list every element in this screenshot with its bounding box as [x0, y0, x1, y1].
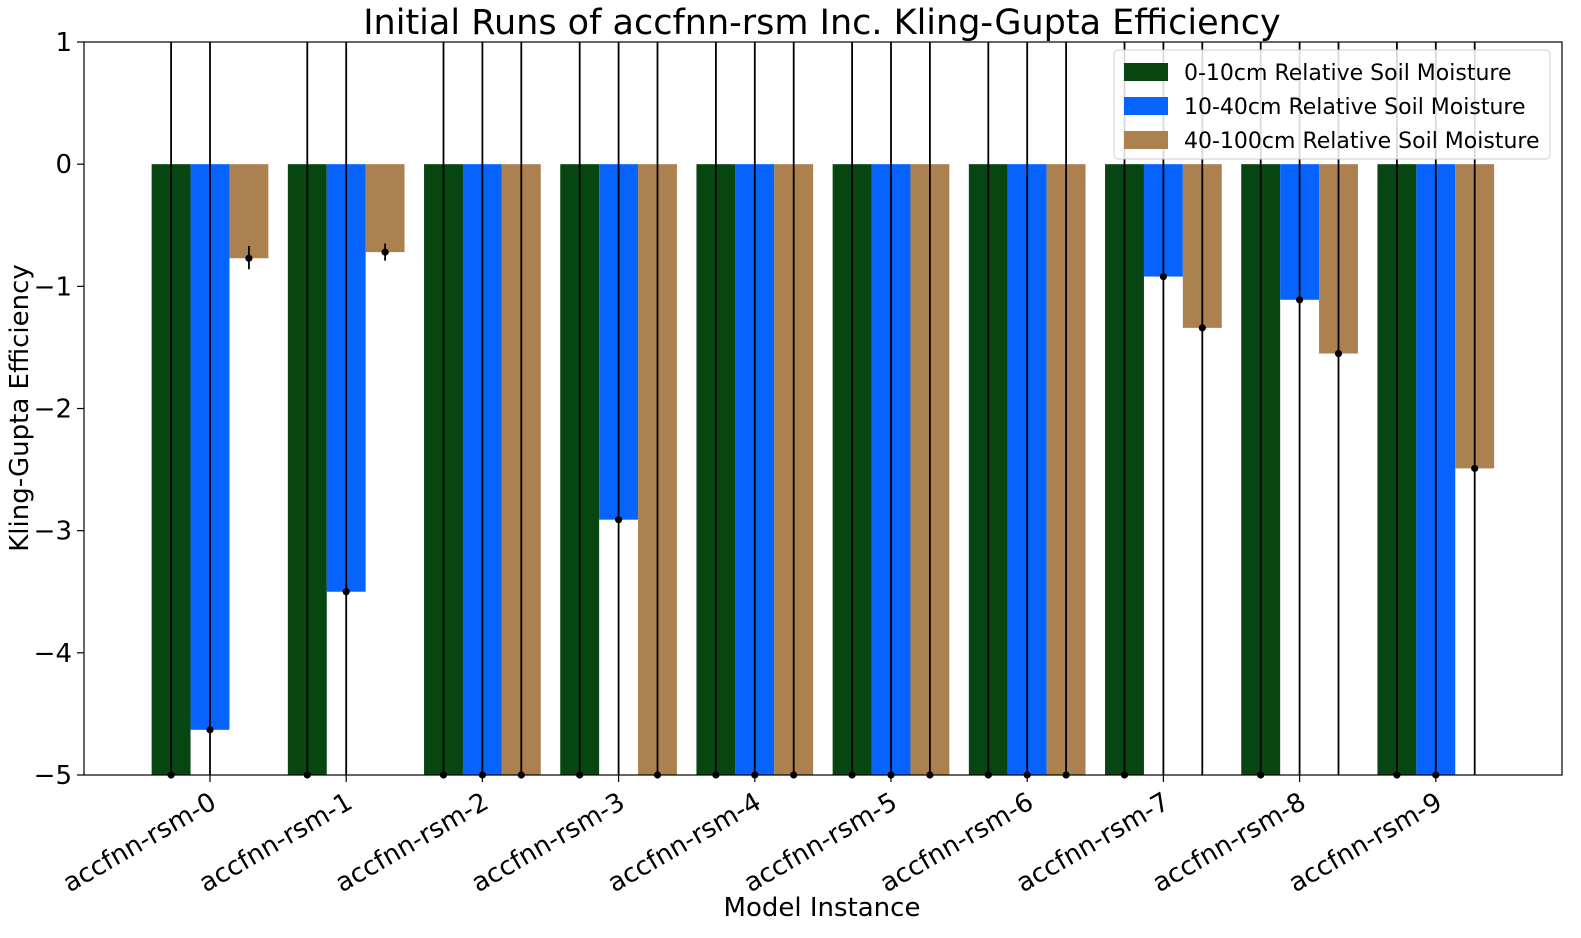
x-tick-label: accfnn-rsm-8	[1148, 787, 1312, 899]
point-series-1-accfnn-rsm-1	[342, 588, 350, 596]
x-tick-label: accfnn-rsm-6	[875, 787, 1039, 899]
legend: 0-10cm Relative Soil Moisture 10-40cm Rel…	[1113, 49, 1551, 160]
y-axis-label: Kling-Gupta Efficiency	[5, 264, 35, 552]
x-tick-label: accfnn-rsm-4	[603, 787, 767, 899]
point-series-2-accfnn-rsm-1	[381, 248, 389, 256]
legend-label-0: 0-10cm Relative Soil Moisture	[1184, 61, 1512, 86]
x-tick-label: accfnn-rsm-0	[58, 787, 222, 899]
y-tick-label: 0	[55, 150, 72, 180]
x-tick-label: accfnn-rsm-1	[194, 787, 358, 899]
y-tick-label: −1	[34, 272, 72, 302]
x-tick-label: accfnn-rsm-9	[1284, 787, 1448, 899]
y-axis: 1 0 −1 −2 −3 −4 −5	[34, 28, 84, 791]
x-tick-label: accfnn-rsm-7	[1011, 787, 1175, 899]
bar-series-2-accfnn-rsm-0	[229, 164, 269, 259]
point-series-2-accfnn-rsm-8	[1334, 349, 1343, 358]
legend-label-1: 10-40cm Relative Soil Moisture	[1184, 95, 1525, 120]
legend-swatch-0	[1124, 63, 1168, 81]
x-axis: accfnn-rsm-0accfnn-rsm-1accfnn-rsm-2accf…	[58, 775, 1447, 899]
bars-group	[151, 164, 1495, 776]
point-series-1-accfnn-rsm-8	[1296, 296, 1304, 304]
x-axis-label: Model Instance	[724, 893, 921, 923]
y-tick-label: −3	[34, 517, 72, 547]
legend-swatch-2	[1124, 131, 1168, 149]
point-series-1-accfnn-rsm-7	[1159, 272, 1167, 281]
x-tick-label: accfnn-rsm-3	[467, 787, 631, 899]
y-tick-label: 1	[55, 28, 72, 58]
x-tick-label: accfnn-rsm-2	[330, 787, 494, 899]
bar-series-2-accfnn-rsm-1	[365, 164, 405, 253]
point-series-2-accfnn-rsm-9	[1471, 464, 1479, 472]
legend-frame	[1113, 49, 1551, 160]
point-series-1-accfnn-rsm-3	[615, 516, 623, 524]
y-tick-label: −4	[34, 639, 72, 669]
y-tick-label: −2	[34, 395, 72, 425]
point-series-2-accfnn-rsm-7	[1198, 324, 1206, 332]
chart-title: Initial Runs of accfnn-rsm Inc. Kling-Gu…	[363, 3, 1281, 43]
legend-swatch-1	[1124, 97, 1168, 115]
errorbars-group	[167, 42, 1479, 779]
point-series-2-accfnn-rsm-0	[245, 254, 253, 262]
legend-label-2: 40-100cm Relative Soil Moisture	[1184, 129, 1539, 154]
y-tick-label: −5	[34, 761, 72, 791]
point-series-1-accfnn-rsm-0	[206, 726, 214, 734]
x-tick-label: accfnn-rsm-5	[739, 787, 903, 899]
